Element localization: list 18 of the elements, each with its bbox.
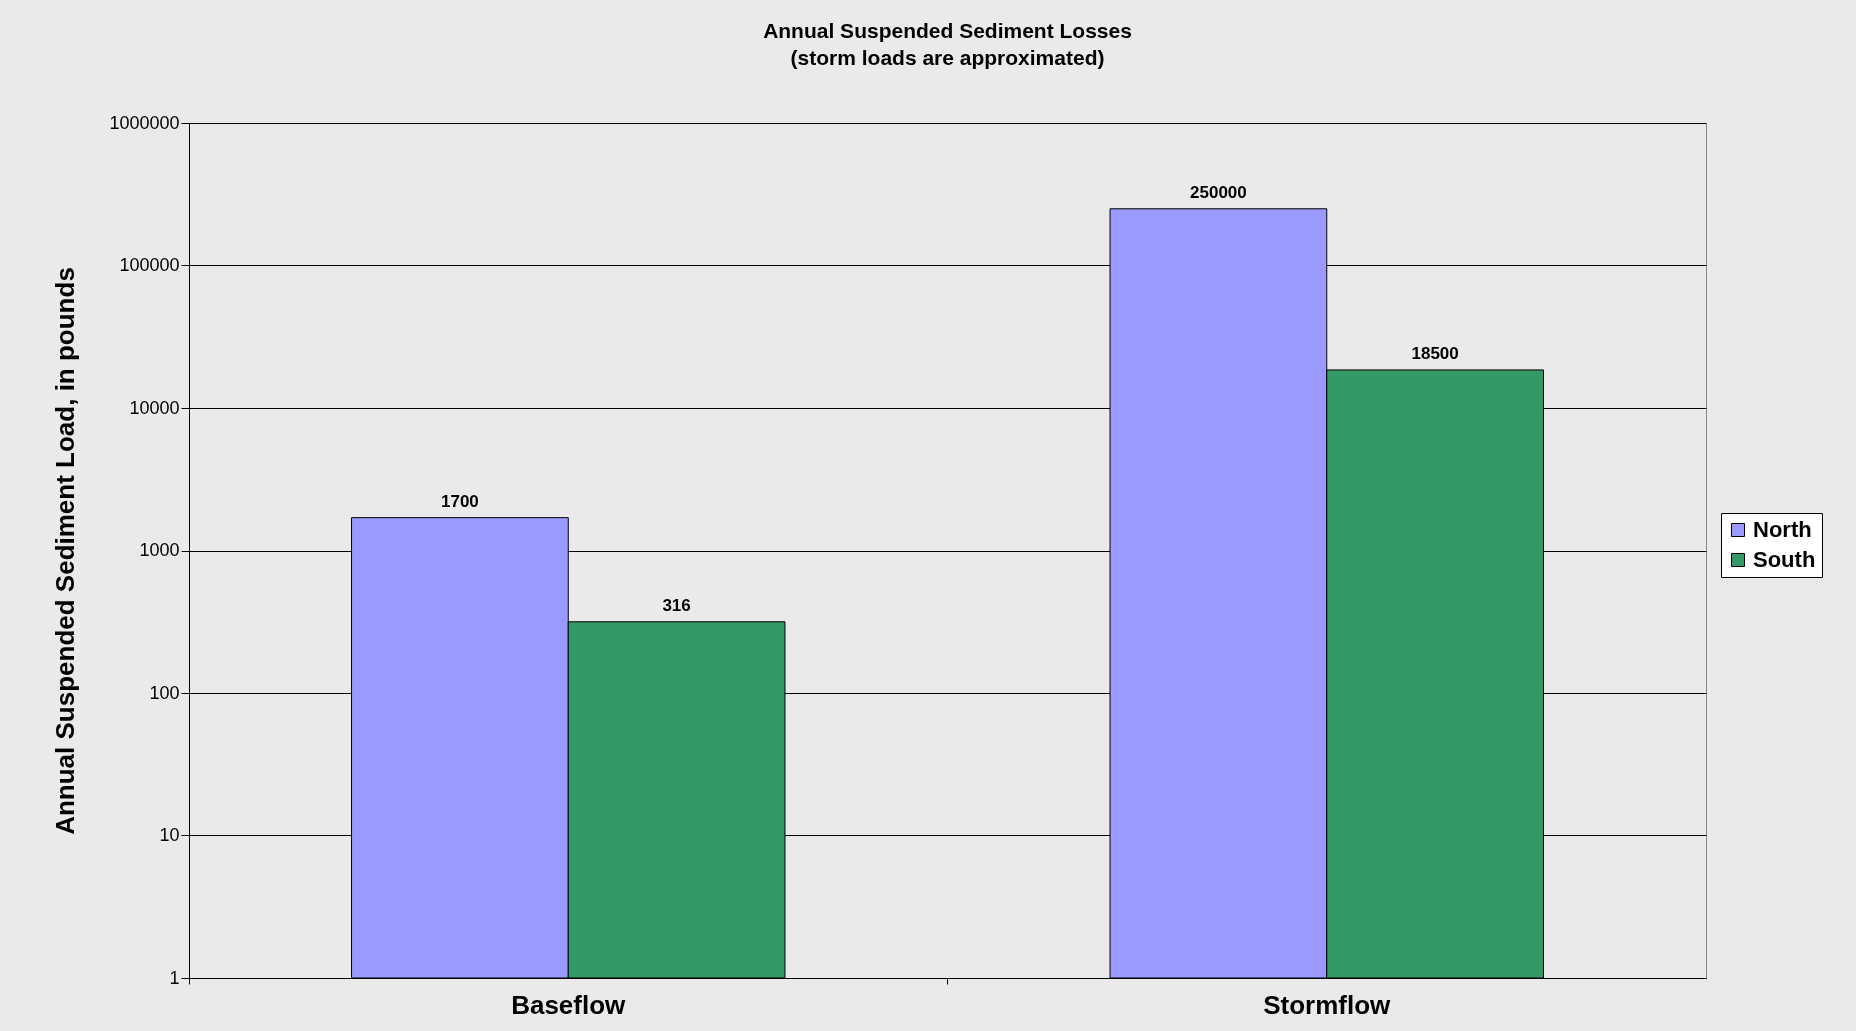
y-tick-label: 10000 (129, 397, 180, 418)
data-label: 1700 (440, 491, 479, 511)
data-label: 316 (662, 595, 691, 615)
legend-label: North (1753, 517, 1812, 542)
y-axis-title: Annual Suspended Sediment Load, in pounds (50, 267, 81, 835)
y-tick-label: 1000000 (109, 112, 180, 133)
y-tick-label: 100 (149, 682, 180, 703)
chart-subtitle: (storm loads are approximated) (790, 46, 1105, 69)
x-tick-label: Stormflow (1263, 989, 1392, 1020)
data-label: 250000 (1190, 182, 1247, 202)
legend-label: South (1753, 547, 1816, 572)
data-label: 18500 (1411, 343, 1459, 363)
y-tick-label: 100000 (119, 255, 180, 275)
chart-title: Annual Suspended Sediment Losses (763, 19, 1132, 42)
y-tick-label: 10 (159, 825, 180, 845)
x-tick-label: Baseflow (511, 989, 627, 1020)
y-tick-label: 1000 (139, 540, 180, 560)
y-tick-label: 1 (169, 967, 180, 988)
